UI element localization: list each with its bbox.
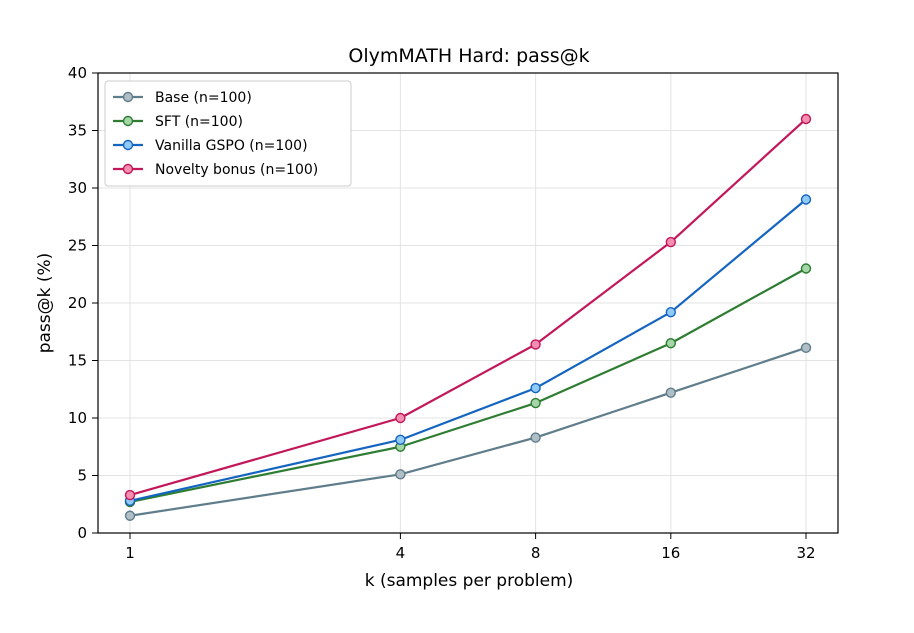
y-tick-label: 10 [68, 409, 87, 427]
y-axis: 0 5 10 15 20 25 30 35 40 [68, 64, 98, 542]
data-point [800, 263, 812, 274]
y-tick-label: 25 [68, 237, 87, 255]
data-point [395, 469, 406, 480]
data-point [530, 339, 541, 350]
data-point [665, 338, 676, 349]
y-tick-label: 15 [68, 352, 87, 370]
data-point [124, 510, 136, 521]
legend-item: SFT (n=100) [113, 114, 243, 130]
y-tick-label: 40 [68, 64, 87, 82]
data-point [665, 387, 676, 398]
x-tick-label: 1 [125, 544, 135, 562]
x-tick-label: 32 [796, 544, 815, 562]
legend-label: Vanilla GSPO (n=100) [155, 138, 308, 154]
x-tick-label: 4 [396, 544, 406, 562]
x-axis-label: k (samples per problem) [365, 571, 574, 591]
legend-marker [122, 139, 134, 151]
x-tick-label: 16 [661, 544, 680, 562]
data-point [395, 412, 406, 424]
legend-marker [122, 115, 134, 127]
legend-item: Base (n=100) [113, 90, 252, 106]
y-tick-label: 20 [68, 294, 87, 312]
y-tick-label: 35 [68, 122, 87, 140]
y-tick-label: 5 [77, 467, 87, 485]
series-0 [124, 342, 812, 521]
legend-marker [122, 163, 134, 175]
data-point [530, 382, 541, 394]
y-tick-label: 0 [77, 524, 87, 542]
x-axis: 1 4 8 16 32 [125, 533, 816, 562]
data-point [530, 397, 541, 409]
series-3 [124, 113, 812, 501]
legend-label: Novelty bonus (n=100) [155, 162, 318, 178]
legend: Base (n=100) SFT (n=100) Vanilla GSPO (n=1… [104, 80, 352, 187]
data-point [665, 236, 676, 248]
data-point [124, 489, 136, 501]
data-point [395, 434, 406, 446]
legend-label: Base (n=100) [155, 90, 252, 106]
data-point [665, 307, 676, 318]
y-tick-label: 30 [68, 179, 87, 197]
legend-item: Novelty bonus (n=100) [113, 162, 318, 178]
x-tick-label: 8 [531, 544, 541, 562]
chart-title: OlymMATH Hard: pass@k [348, 45, 589, 67]
legend-label: SFT (n=100) [155, 114, 243, 130]
data-point [800, 194, 812, 205]
data-point [800, 113, 812, 125]
y-axis-label: pass@k (%) [35, 253, 55, 354]
legend-item: Vanilla GSPO (n=100) [113, 138, 308, 154]
series-layer [124, 113, 812, 521]
legend-marker [122, 91, 134, 103]
data-point [800, 342, 812, 354]
data-point [530, 432, 541, 443]
legend-box [104, 80, 352, 187]
